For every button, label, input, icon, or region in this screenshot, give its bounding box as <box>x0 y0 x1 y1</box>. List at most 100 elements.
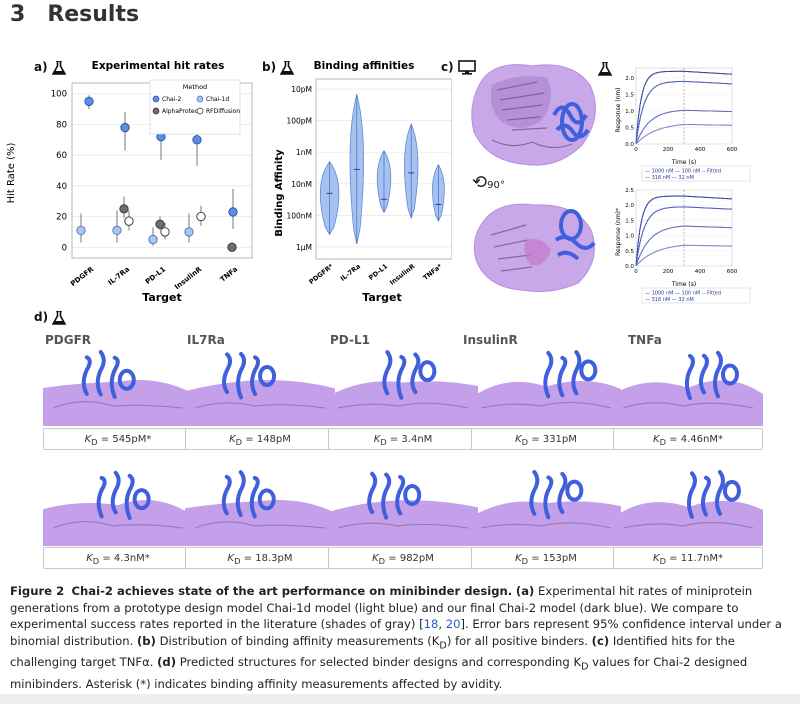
x-tick-label: InsulinR <box>173 265 204 291</box>
target-name-pdl1: PD-L1 <box>330 333 370 347</box>
fitted-curve <box>635 195 733 267</box>
helix-coil <box>722 479 741 502</box>
y-tick-label: 10pM <box>291 85 312 94</box>
kd-label: KD = 148pM <box>185 428 335 450</box>
y-tick-label: 20 <box>56 213 67 223</box>
sensorgram-bottom: Response (nm)* Time (s) 0.0 0.5 1.0 1.5 2.0 2… <box>615 188 751 304</box>
x-tick-label: PD-L1 <box>144 265 167 286</box>
helix <box>95 350 106 397</box>
panel-b-letter: b) <box>262 60 277 74</box>
legend-title: Method <box>183 83 207 91</box>
kd-value: 545pM* <box>112 434 152 445</box>
target-name-tnfa: TNFa <box>628 333 662 347</box>
kd-value: 4.3nM* <box>113 553 150 564</box>
caption-tag-a: (a) <box>515 584 535 598</box>
kd-label: KD = 3.4nM <box>328 428 478 450</box>
data-point <box>76 225 86 236</box>
panel-c-label: c) <box>441 60 476 75</box>
target-strand <box>622 521 754 529</box>
y-tick-label: 10nM <box>291 180 312 189</box>
data-point <box>148 234 158 245</box>
target-name-pdgfr: PDGFR <box>45 333 92 347</box>
helix <box>81 355 92 396</box>
y-tick-label: 2.0 <box>625 203 634 209</box>
y-axis-label: Response (nm)* <box>615 208 622 256</box>
panel-d-label: d) <box>34 310 67 325</box>
panel-d-letter: d) <box>34 310 49 324</box>
rotate-arrow-icon: ⟲ <box>472 172 488 193</box>
kd-label: KD = 153pM <box>471 547 621 569</box>
y-tick-label: 80 <box>56 120 67 130</box>
legend-entry: RFDiffusion <box>206 108 240 115</box>
target-name-insulinr: InsulinR <box>463 333 518 347</box>
target-strand <box>337 522 469 529</box>
legend-entry: AlphaProteo <box>162 108 199 115</box>
x-tick-label: 0 <box>634 147 638 153</box>
binder-helices <box>367 471 422 520</box>
legend: Method Chai-2 Chai-1d AlphaProteo RFDiffusi… <box>149 79 240 135</box>
kd-label: KD = 331pM <box>471 428 621 450</box>
x-tick-label: 600 <box>727 147 738 153</box>
helix-coil <box>257 488 276 511</box>
caption-text-b-2: ) for all positive binders. <box>446 633 588 648</box>
kd-label: KD = 18.3pM <box>185 547 335 569</box>
binder-structure-image <box>328 350 478 426</box>
helix <box>543 475 554 520</box>
citation-link[interactable]: 20 <box>445 617 461 631</box>
panel-a-letter: a) <box>34 60 48 74</box>
helix <box>221 474 232 516</box>
helix <box>382 350 393 396</box>
monitor-icon <box>457 60 476 75</box>
x-axis-label: Target <box>362 291 402 304</box>
target-surface <box>43 500 193 546</box>
helix <box>714 470 725 516</box>
caption-subscript: D <box>439 639 447 651</box>
y-tick-label: 100pM <box>286 117 312 126</box>
target-surface <box>43 380 193 426</box>
chart-title: Binding affinities <box>314 60 415 72</box>
y-axis-label: Response (nm) <box>615 87 622 132</box>
helix-coil <box>418 360 437 383</box>
kd-value: 11.7nM* <box>680 553 723 564</box>
helix-coil <box>258 365 277 388</box>
citation-link[interactable]: 18 <box>423 617 439 631</box>
y-tick-label: 100nM <box>286 211 312 220</box>
target-name-il7ra: IL7Ra <box>187 333 225 347</box>
target-strand <box>194 402 326 409</box>
target-surface <box>185 379 335 426</box>
rotate-indicator: ⟲90° <box>472 172 505 193</box>
x-axis-label: Time (s) <box>671 281 696 288</box>
x-tick-label: 400 <box>695 269 706 275</box>
fitted-curve <box>635 206 732 267</box>
helix-coil <box>403 484 422 507</box>
kd-value: 18.3pM <box>255 553 293 564</box>
binder-helices <box>382 350 437 400</box>
kd-value: 982pM <box>399 553 434 564</box>
target-strand <box>480 401 612 409</box>
target-strand <box>622 402 754 409</box>
flask-icon <box>52 310 67 325</box>
x-tick-label: InsulinR <box>388 262 416 287</box>
target-strand <box>480 522 612 529</box>
target-surface <box>328 381 478 426</box>
x-tick-label: IL-7Ra <box>339 262 362 283</box>
fitted-curve <box>635 110 732 145</box>
y-tick-label: 2.0 <box>625 76 634 82</box>
helix <box>700 475 711 517</box>
legend-marker <box>196 95 204 103</box>
y-axis-label: Hit Rate (%) <box>6 142 17 203</box>
kd-value: 153pM <box>542 553 577 564</box>
kd-label: KD = 4.46nM* <box>613 428 763 450</box>
legend: — 1000 nM — 100 nM -- Fitted — 316 nM — … <box>641 165 751 182</box>
section-title: 3 Results <box>10 2 139 27</box>
helix-coil <box>117 368 136 391</box>
kd-value: 148pM <box>256 434 291 445</box>
helix <box>236 351 247 400</box>
y-tick-label: 0.5 <box>625 249 634 255</box>
x-tick-label: 200 <box>663 147 674 153</box>
helix <box>529 470 540 516</box>
legend-entry: Chai-1d <box>206 96 229 103</box>
binder-helices <box>81 350 136 399</box>
x-tick-label: PD-L1 <box>367 262 389 282</box>
kd-label: KD = 11.7nM* <box>613 547 763 569</box>
